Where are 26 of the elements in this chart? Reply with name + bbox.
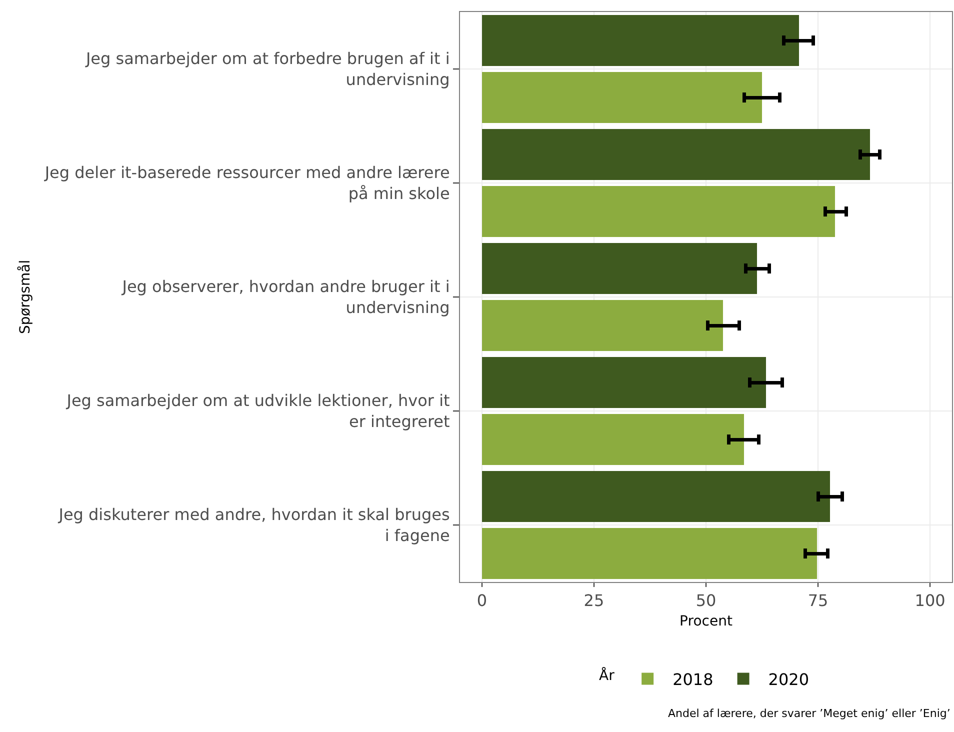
bar (482, 357, 766, 408)
x-tick-label: 100 (914, 591, 946, 610)
x-tick-label: 75 (808, 591, 828, 610)
bar (482, 528, 817, 579)
bar (482, 471, 830, 522)
bar (482, 300, 723, 351)
legend-label: 2018 (672, 670, 714, 689)
y-tick-label: Jeg observerer, hvordan andre bruger it i undervisning (121, 277, 450, 317)
bar (482, 129, 870, 180)
text: Andel af lærere, der svarer ’Meget enig’ eller ’Enig’ (668, 707, 950, 720)
y-axis-title: Spørgsmål (16, 260, 34, 334)
legend-label: 2020 (768, 670, 810, 689)
bar (482, 15, 799, 66)
y-tick-label: Jeg samarbejder om at forbedre brugen af it i undervisning (84, 49, 450, 89)
legend-title: År (599, 667, 615, 684)
bar (482, 72, 762, 123)
x-tick-label: 25 (584, 591, 604, 610)
x-tick-label: 0 (476, 591, 488, 610)
x-tick-label: 50 (696, 591, 716, 610)
bar (482, 243, 757, 294)
bar (482, 186, 835, 237)
y-tick-label: Jeg samarbejder om at udvikle lektioner, hvor it er integreret (66, 391, 450, 431)
y-tick-label: Jeg diskuterer med andre, hvordan it skal bruges i fagene (58, 505, 450, 545)
bar (482, 414, 744, 465)
y-tick-label: Jeg deler it-baserede ressourcer med andre lærere på min skole (44, 163, 450, 203)
x-axis-title: Procent (680, 614, 733, 630)
